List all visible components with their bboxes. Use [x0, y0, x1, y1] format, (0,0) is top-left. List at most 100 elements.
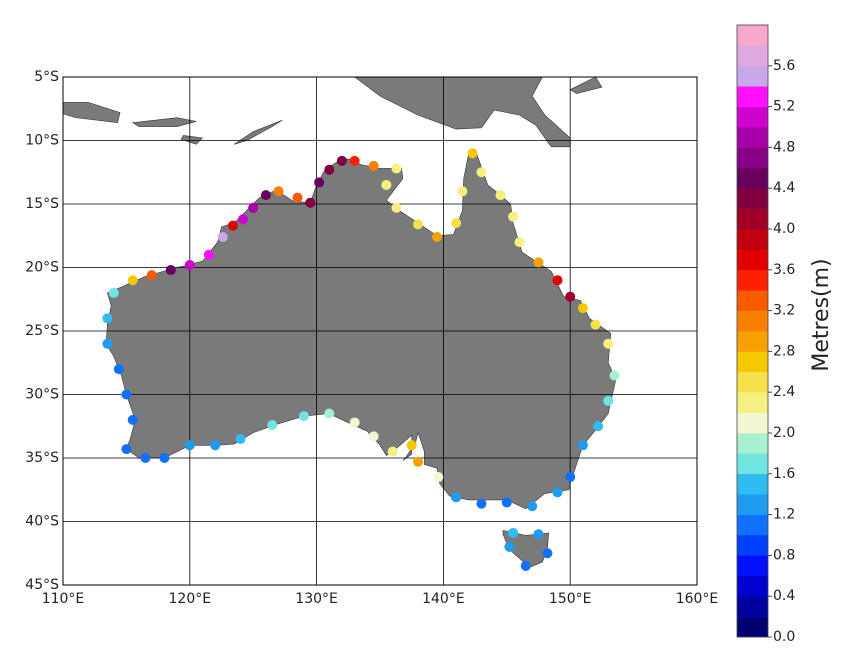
coastal-point [542, 548, 553, 559]
colorbar-bin [737, 616, 768, 638]
y-tick-label: 30°S [25, 387, 59, 403]
colorbar-bin [737, 106, 768, 128]
coastal-point [457, 186, 468, 197]
y-tick-label: 5°S [34, 69, 59, 85]
colorbar-bin [737, 575, 768, 597]
colorbar-title: Metres(m) [809, 258, 834, 371]
colorbar-bin [737, 208, 768, 230]
colorbar-bin [737, 167, 768, 189]
coastal-point [577, 440, 588, 451]
coastal-point [102, 338, 113, 349]
coastal-point [368, 160, 379, 171]
colorbar-bin [737, 371, 768, 393]
y-tick-label: 25°S [25, 323, 59, 339]
coastal-point [387, 446, 398, 457]
coastal-point [140, 453, 151, 463]
plot-frame [62, 76, 698, 586]
coastal-point [324, 164, 335, 175]
land [335, 76, 571, 148]
coastal-point [260, 190, 271, 201]
colorbar-bin [737, 188, 768, 209]
coastal-point [451, 492, 462, 503]
colorbar-bin [737, 473, 768, 495]
coastal-point [292, 192, 303, 203]
coastal-point [324, 408, 335, 419]
colorbar-tick-label: 0.0 [773, 629, 795, 645]
coastal-point [533, 529, 544, 540]
coastal-point [590, 319, 601, 330]
coastal-point [406, 440, 417, 451]
coastal-point [508, 211, 519, 222]
coastal-point [267, 419, 278, 430]
colorbar-bin [737, 86, 768, 107]
colorbar-bin [737, 392, 768, 413]
colorbar-tick-label: 3.2 [773, 303, 795, 319]
coastal-point [533, 257, 544, 268]
coastal-point [298, 411, 309, 422]
coastal-point [368, 431, 379, 442]
coastal-point [336, 155, 347, 166]
coastal-point [235, 433, 246, 444]
coastal-point [159, 453, 170, 463]
coastal-point [609, 370, 620, 381]
y-tick-label: 40°S [25, 514, 59, 530]
colorbar-frame [736, 24, 769, 638]
colorbar-bin [737, 269, 768, 291]
colorbar-bin [737, 249, 768, 271]
coastal-point [273, 186, 284, 197]
colorbar-bin [737, 535, 768, 556]
colorbar-tick-label: 4.4 [773, 180, 795, 196]
colorbar-bin [737, 453, 768, 475]
coastal-point [476, 498, 487, 509]
coastal-point [102, 313, 113, 324]
colorbar-bin [737, 596, 768, 617]
coastal-point [381, 179, 392, 190]
x-tick-label: 130°E [295, 591, 338, 607]
land [180, 135, 204, 145]
coastal-point [520, 560, 531, 571]
coastal-point [227, 220, 238, 231]
coastal-point [476, 167, 487, 178]
coastal-point [552, 275, 563, 286]
colorbar-tick-label: 0.8 [773, 547, 795, 563]
coastal-point [184, 259, 195, 270]
x-tick-label: 150°E [549, 591, 592, 607]
coastal-point [413, 219, 424, 230]
coastal-point [165, 265, 176, 276]
coastal-point [603, 338, 614, 349]
colorbar-bin [737, 65, 768, 87]
colorbar-tick-label: 2.4 [773, 384, 795, 400]
colorbar-bin [737, 147, 768, 169]
coastal-point [432, 232, 443, 243]
coastal-point [349, 417, 360, 428]
y-tick-label: 20°S [25, 260, 59, 276]
coastal-point [495, 190, 506, 201]
x-tick-label: 120°E [169, 591, 212, 607]
coastal-point [593, 421, 604, 432]
coastal-point [121, 389, 132, 400]
y-tick-label: 45°S [25, 577, 59, 593]
coastal-point [514, 237, 525, 248]
colorbar-tick-label: 5.2 [773, 99, 795, 115]
x-tick-label: 140°E [422, 591, 465, 607]
colorbar-tick-label: 5.6 [773, 58, 795, 74]
colorbar-bin [737, 229, 768, 250]
coastal-point [527, 501, 538, 512]
colorbar-tick-label: 1.2 [773, 507, 795, 523]
coastal-point [127, 275, 138, 286]
colorbar-bin [737, 555, 768, 577]
x-tick-label: 110°E [42, 591, 85, 607]
coastal-point [577, 303, 588, 314]
coastal-point [501, 497, 512, 508]
coastal-point [413, 456, 424, 467]
colorbar-bin [737, 514, 768, 536]
coastal-point [121, 444, 132, 455]
coastal-point [391, 163, 402, 174]
y-tick-label: 35°S [25, 450, 59, 466]
coastal-point [305, 197, 316, 208]
colorbar-bin [737, 351, 768, 373]
coastal-point [210, 440, 221, 451]
land [131, 117, 197, 127]
colorbar-bin [737, 412, 768, 434]
